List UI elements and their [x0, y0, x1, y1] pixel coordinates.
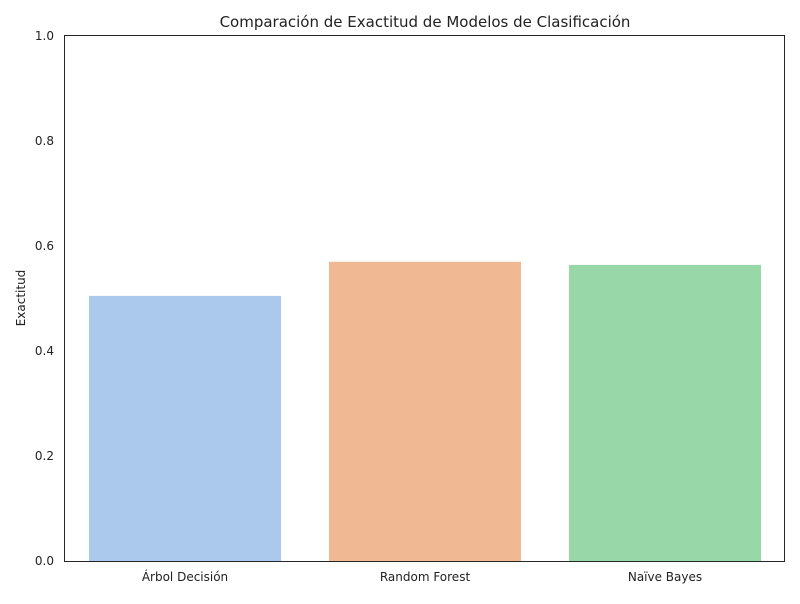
y-axis-title: Exactitud [14, 270, 28, 327]
y-tick-label: 0.4 [35, 344, 54, 358]
y-tick-label: 0.0 [35, 554, 54, 568]
x-tick-label: Árbol Decisión [142, 569, 228, 584]
x-tick-label: Random Forest [380, 570, 471, 584]
y-tick-label: 0.2 [35, 449, 54, 463]
plot-frame [64, 35, 785, 562]
bar-0 [89, 295, 281, 561]
y-tick-label: 0.8 [35, 134, 54, 148]
x-axis-labels: Árbol Decisión Random Forest Naïve Bayes [142, 569, 702, 584]
y-tick-label: 1.0 [35, 29, 54, 43]
y-tick-label: 0.6 [35, 239, 54, 253]
bar-2 [569, 264, 761, 561]
bar-1 [329, 261, 521, 562]
bars-layer [89, 261, 761, 562]
chart-title: Comparación de Exactitud de Modelos de C… [220, 13, 631, 31]
y-axis-ticks: 0.0 0.2 0.4 0.6 0.8 1.0 [35, 29, 54, 568]
x-tick-label: Naïve Bayes [628, 570, 702, 584]
